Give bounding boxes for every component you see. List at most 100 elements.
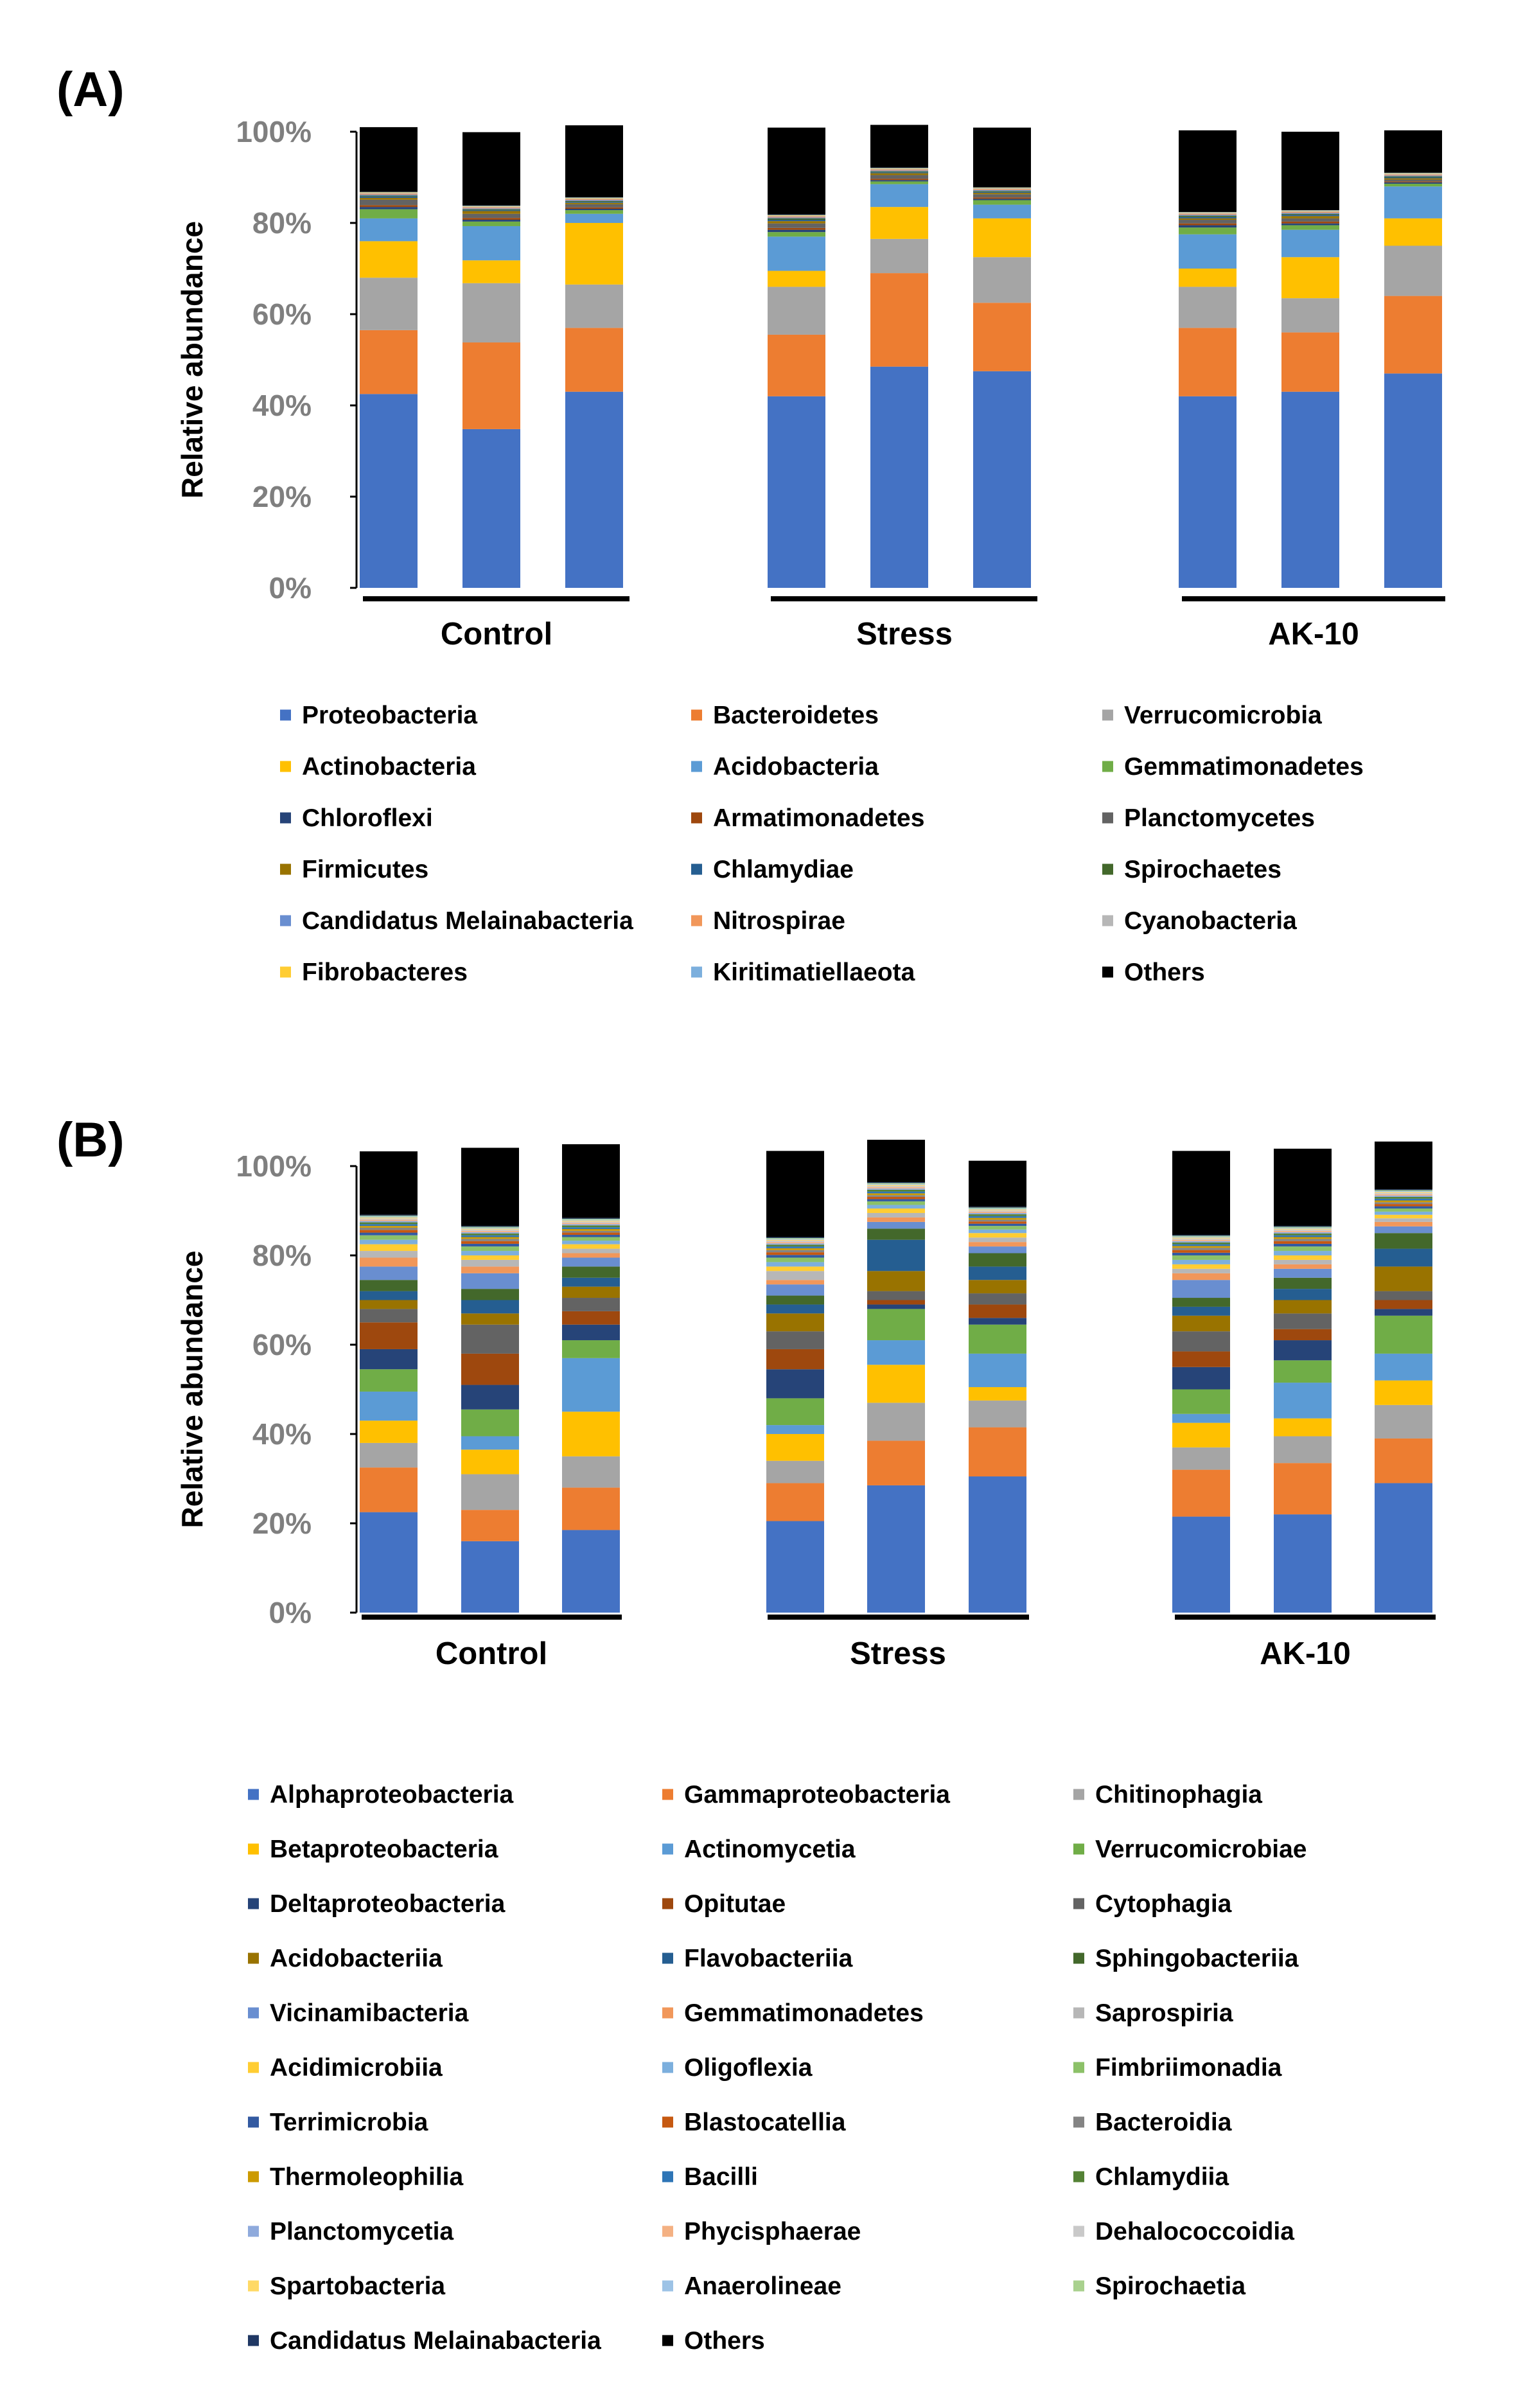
legend-swatch <box>662 2335 673 2346</box>
legend-swatch <box>1073 2116 1084 2128</box>
bar-segment <box>969 1387 1026 1401</box>
bar-segment <box>766 1349 824 1370</box>
bar-segment <box>867 1182 925 1183</box>
bar-segment <box>973 194 1031 198</box>
bar-segment <box>1172 1469 1230 1517</box>
legend-label: Chlamydiia <box>1095 2163 1229 2191</box>
legend-label: Betaproteobacteria <box>270 1836 498 1863</box>
bar-segment <box>461 1266 519 1273</box>
bar-segment <box>461 1409 519 1437</box>
bar-segment <box>1375 1202 1432 1205</box>
bar-segment <box>562 1253 620 1258</box>
bar-segment <box>766 1280 824 1285</box>
bar-segment <box>1274 1228 1332 1230</box>
bar-segment <box>360 1226 418 1228</box>
bar-segment <box>1375 1194 1432 1196</box>
bar-segment <box>870 184 928 208</box>
legend-swatch <box>1073 2280 1084 2292</box>
bar-segment <box>562 1277 620 1287</box>
bar-segment <box>360 1230 418 1233</box>
legend-swatch <box>662 2226 673 2237</box>
bar-segment <box>461 1232 519 1234</box>
bar-segment <box>565 200 623 202</box>
bar-segment <box>867 1208 925 1213</box>
legend-item: Planctomycetia <box>248 2218 453 2245</box>
bar-segment <box>461 1313 519 1325</box>
bar-segment <box>461 1147 519 1226</box>
legend-item: Gemmatimonadetes <box>662 1999 924 2027</box>
legend-item: Sphingobacteriia <box>1073 1945 1299 1972</box>
bar-segment <box>870 207 928 239</box>
bar-segment <box>1172 1298 1230 1307</box>
bar-segment <box>360 1151 418 1215</box>
legend-label: Chitinophagia <box>1095 1781 1262 1809</box>
bar-segment <box>562 1244 620 1249</box>
bar-segment <box>1179 287 1237 328</box>
bar-segment <box>1281 213 1339 215</box>
legend-label: Actinobacteria <box>302 753 476 781</box>
bar-segment <box>360 127 418 192</box>
legend-item: Candidatus Melainabacteria <box>248 2327 601 2355</box>
bar-segment <box>360 196 418 198</box>
legend-swatch <box>248 2335 259 2346</box>
legend-swatch <box>691 812 702 824</box>
bar-segment <box>1384 178 1442 180</box>
legend-label: Chlamydiae <box>713 856 854 883</box>
bar-segment <box>1179 328 1237 396</box>
bar-segment <box>1172 1246 1230 1248</box>
bar-stack <box>870 125 928 588</box>
bar-segment <box>870 180 928 182</box>
bar-segment <box>768 396 825 588</box>
bar-stack <box>973 127 1031 588</box>
bar-segment <box>360 197 418 200</box>
bar-segment <box>1274 1255 1332 1260</box>
bar-stack <box>565 125 623 588</box>
bar-segment <box>766 1250 824 1253</box>
y-tick-label: 80% <box>252 1239 312 1272</box>
bar-segment <box>870 125 928 168</box>
bar-stack <box>462 132 520 588</box>
legend-label: Planctomycetes <box>1124 804 1315 832</box>
bar-segment <box>462 209 520 211</box>
legend-label: Candidatus Melainabacteria <box>270 2327 601 2355</box>
bar-segment <box>360 207 418 209</box>
bar-segment <box>360 1227 418 1230</box>
bar-segment <box>867 1185 925 1187</box>
bar-segment <box>867 1300 925 1305</box>
legend-swatch <box>248 2226 259 2237</box>
legend-swatch <box>662 1952 673 1964</box>
bar-segment <box>462 226 520 261</box>
bar-segment <box>562 1235 620 1237</box>
legend-swatch <box>662 2116 673 2128</box>
legend-label: Thermoleophilia <box>270 2163 464 2191</box>
bar-segment <box>1172 1280 1230 1298</box>
bar-segment <box>562 1223 620 1225</box>
bar-segment <box>1384 181 1442 182</box>
bar-segment <box>766 1255 824 1258</box>
bar-segment <box>565 208 623 211</box>
bar-segment <box>360 1235 418 1240</box>
bar-segment <box>1274 1463 1332 1515</box>
bar-stack <box>867 1139 925 1613</box>
bar-segment <box>973 257 1031 303</box>
bar-segment <box>867 1212 925 1217</box>
bar-stack <box>461 1147 519 1613</box>
bar-segment <box>360 1349 418 1370</box>
bar-segment <box>867 1139 925 1183</box>
bar-segment <box>1384 218 1442 246</box>
legend-label: Verrucomicrobiae <box>1095 1836 1307 1863</box>
bar-segment <box>1179 396 1237 588</box>
bar-segment <box>766 1398 824 1426</box>
bar-segment <box>1384 177 1442 179</box>
bar-segment <box>1375 1208 1432 1212</box>
legend-item: Opitutae <box>662 1890 786 1918</box>
bar-segment <box>1172 1239 1230 1241</box>
bar-segment <box>1172 1235 1230 1237</box>
bar-segment <box>969 1223 1026 1226</box>
bar-segment <box>1375 1380 1432 1405</box>
legend-item: Chloroflexi <box>280 804 433 832</box>
group-label: Stress <box>850 1636 946 1671</box>
bar-segment <box>766 1313 824 1332</box>
bar-segment <box>969 1280 1026 1294</box>
legend-swatch <box>1102 863 1113 875</box>
